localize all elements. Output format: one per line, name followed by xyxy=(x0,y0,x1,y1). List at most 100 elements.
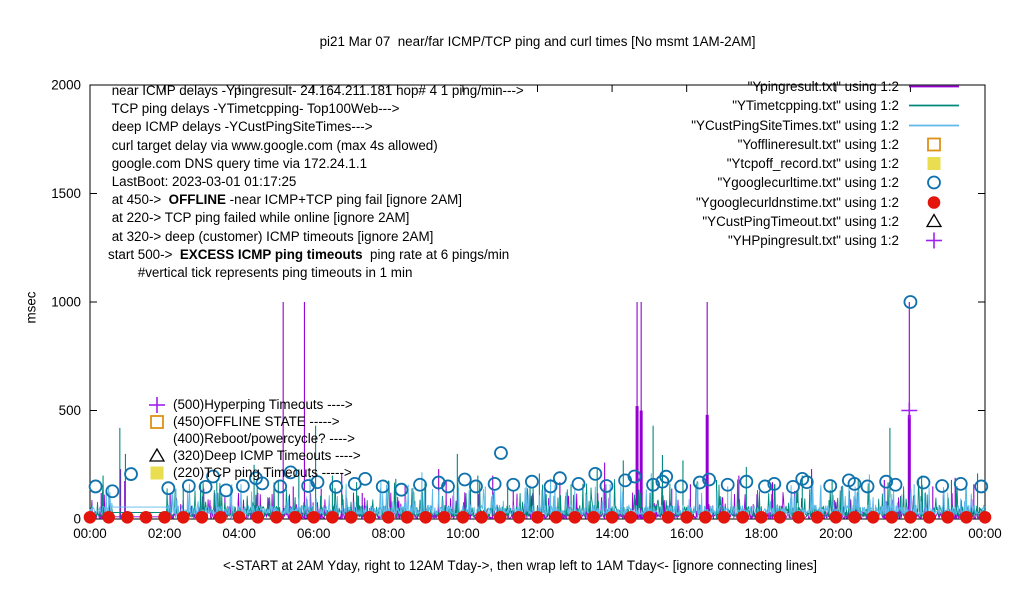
circle-open-icon xyxy=(283,465,298,480)
square-filled-icon xyxy=(147,464,173,481)
circle-filled-icon xyxy=(680,510,693,524)
circle-filled-icon xyxy=(419,510,432,524)
y-tick-label: 1000 xyxy=(51,295,81,310)
x-axis-label: <-START at 2AM Yday, right to 12AM Tday-… xyxy=(222,558,818,573)
circle-open-icon xyxy=(888,477,903,492)
blank-icon xyxy=(147,430,173,447)
legend-entry: "Ytcpoff_record.txt" using 1:2 xyxy=(691,154,965,173)
level-marker-canvas xyxy=(147,430,171,447)
circle-open-icon xyxy=(935,479,950,493)
info-line: curl target delay via www.google.com (ma… xyxy=(108,137,524,155)
info-line-text: deep ICMP delays -YCustPingSiteTimes---> xyxy=(108,119,373,135)
square-open-icon xyxy=(903,136,965,153)
legend-entry-label: "Yofflineresult.txt" using 1:2 xyxy=(737,136,899,152)
line-icon xyxy=(903,117,965,134)
x-tick-label: 06:00 xyxy=(297,526,331,541)
legend-entry: "YCustPingSiteTimes.txt" using 1:2 xyxy=(691,116,965,135)
circle-filled-icon xyxy=(493,510,507,524)
circle-filled-icon xyxy=(326,510,339,524)
info-line: near ICMP delays -Ypingresult- 24.164.21… xyxy=(108,82,524,100)
circle-open-icon xyxy=(786,479,800,494)
circle-open-icon xyxy=(927,175,941,190)
circle-open-icon xyxy=(506,477,521,492)
info-line: at 320-> deep (customer) ICMP timeouts [… xyxy=(108,228,524,246)
circle-filled-icon xyxy=(251,510,265,524)
circle-open-icon xyxy=(161,481,176,496)
level-marker-canvas xyxy=(150,466,164,480)
legend-marker-canvas xyxy=(926,232,942,249)
circle-filled-icon xyxy=(643,510,656,524)
circle-filled-icon xyxy=(736,510,749,524)
legend-marker-canvas xyxy=(927,157,941,171)
legend-marker-canvas xyxy=(927,195,941,209)
level-annotation: (500)Hyperping Timeouts ----> xyxy=(147,396,361,413)
circle-filled-icon xyxy=(456,510,470,524)
circle-open-icon xyxy=(206,469,220,484)
circle-open-icon xyxy=(720,477,735,492)
level-annotation: (220)TCP ping Timeouts -----> xyxy=(147,464,361,481)
square-filled-icon xyxy=(903,155,965,172)
circle-open-icon xyxy=(758,479,772,494)
circle-open-icon xyxy=(469,479,483,494)
info-line-text: at 320-> deep (customer) ICMP timeouts [… xyxy=(108,228,434,244)
legend-entry: "YHPpingresult.txt" using 1:2 xyxy=(691,231,965,250)
x-tick-label: 14:00 xyxy=(595,526,629,541)
circle-filled-icon xyxy=(829,510,843,524)
info-line-text: ping rate at 6 pings/min xyxy=(362,246,510,262)
circle-filled-icon xyxy=(344,510,358,524)
circle-open-icon xyxy=(571,476,586,491)
info-line: deep ICMP delays -YCustPingSiteTimes---> xyxy=(108,118,524,136)
level-annotations: (500)Hyperping Timeouts ----> (450)OFFLIN… xyxy=(147,396,361,481)
circle-open-icon xyxy=(413,477,427,492)
circle-filled-icon xyxy=(885,510,899,524)
info-line: at 220-> TCP ping failed while online [i… xyxy=(108,209,524,227)
legend-entry-label: "Ygooglecurldnstime.txt" using 1:2 xyxy=(695,194,899,210)
circle-open-icon xyxy=(916,475,931,490)
info-annotations: near ICMP delays -Ypingresult- 24.164.21… xyxy=(108,82,524,282)
line-icon xyxy=(903,78,965,95)
square-filled-icon xyxy=(927,157,941,171)
circle-filled-icon xyxy=(139,510,153,524)
legend-marker-canvas xyxy=(909,85,959,88)
circle-filled-icon xyxy=(288,510,302,524)
circle-filled-icon xyxy=(307,510,321,524)
line-icon xyxy=(903,97,965,114)
circle-filled-icon xyxy=(605,510,619,524)
circle-filled-icon xyxy=(903,194,965,211)
circle-open-icon xyxy=(552,471,567,486)
level-annotation-text: (320)Deep ICMP Timeouts ----> xyxy=(173,448,361,463)
legend-entry-label: "YTimetcpping.txt" using 1:2 xyxy=(732,98,899,114)
x-tick-label: 10:00 xyxy=(446,526,480,541)
info-line: LastBoot: 2023-03-01 01:17:25 xyxy=(108,173,524,191)
info-line: TCP ping delays -YTimetcpping- Top100Web… xyxy=(108,100,524,118)
circle-open-icon xyxy=(847,476,862,491)
chart-title: pi21 Mar 07 near/far ICMP/TCP ping and c… xyxy=(319,34,756,49)
legend-entry-label: "Ygooglecurltime.txt" using 1:2 xyxy=(717,175,899,191)
triangle-open-icon xyxy=(903,213,965,230)
info-line-text: TCP ping delays -YTimetcpping- Top100Web… xyxy=(108,101,400,117)
circle-open-icon xyxy=(646,477,661,492)
circle-filled-icon xyxy=(904,510,917,524)
x-tick-label: 00:00 xyxy=(73,526,107,541)
legend-entry: "Ygooglecurltime.txt" using 1:2 xyxy=(691,173,965,192)
level-annotation: (400)Reboot/powercycle? ----> xyxy=(147,430,361,447)
x-tick-label: 00:00 xyxy=(968,526,1002,541)
plus-icon xyxy=(147,396,173,413)
square-open-icon xyxy=(150,415,164,429)
square-open-icon xyxy=(147,413,173,430)
circle-open-icon xyxy=(799,475,814,490)
x-tick-label: 04:00 xyxy=(222,526,256,541)
circle-filled-icon xyxy=(214,510,227,524)
info-line-text: start 500-> xyxy=(108,246,180,262)
circle-open-icon xyxy=(860,479,875,494)
legend-marker-canvas xyxy=(909,105,959,107)
circle-filled-icon xyxy=(195,510,209,524)
info-line: at 450-> OFFLINE -near ICMP+TCP ping fai… xyxy=(108,191,524,209)
circle-filled-icon xyxy=(717,510,731,524)
level-annotation: (320)Deep ICMP Timeouts ----> xyxy=(147,447,361,464)
circle-filled-icon xyxy=(941,510,955,524)
circle-open-icon xyxy=(974,479,989,494)
circle-open-icon xyxy=(219,483,234,498)
circle-open-icon xyxy=(702,472,716,487)
level-marker-canvas xyxy=(150,415,164,429)
